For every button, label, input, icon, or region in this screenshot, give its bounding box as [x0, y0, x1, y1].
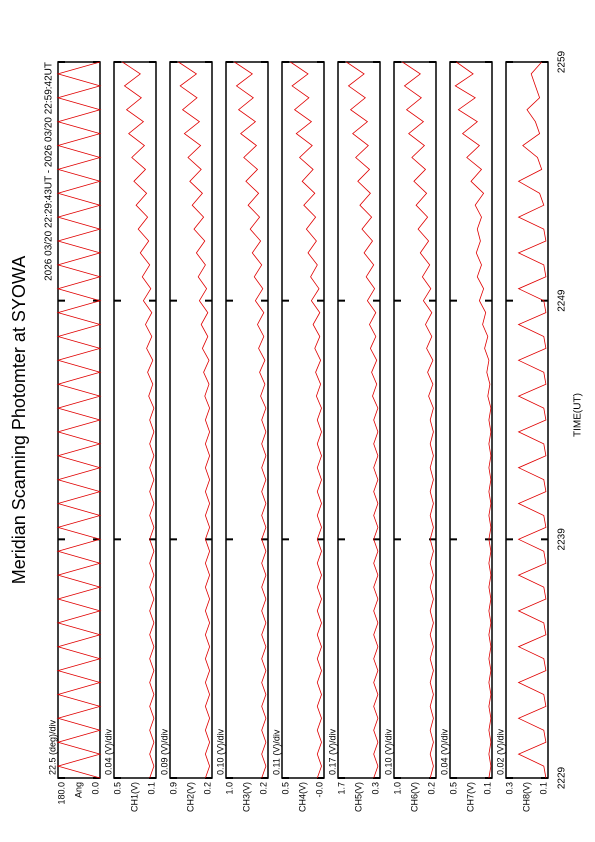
y-tick-label: 0.5 — [112, 782, 122, 795]
y-tick-label: 0.9 — [168, 782, 178, 795]
panel-scale: 0.11 (V)/div — [271, 729, 281, 775]
y-tick-label: 0.5 — [448, 782, 458, 795]
y-tick-label: 0.1 — [538, 782, 548, 795]
trace — [234, 61, 267, 779]
y-tick-label: 0.2 — [258, 782, 268, 795]
y-tick-label: 1.7 — [336, 782, 346, 795]
y-tick-label: 0.0 — [90, 782, 100, 795]
y-tick-label: 0.1 — [482, 782, 492, 795]
y-axis-label: CH1(V) — [129, 782, 139, 812]
panel-frame — [57, 61, 101, 779]
trace — [454, 61, 492, 779]
trace — [290, 61, 322, 779]
y-axis-label: CH7(V) — [465, 782, 475, 812]
panel-frame — [505, 61, 549, 779]
trace — [402, 61, 434, 779]
y-tick-label: 0.3 — [504, 782, 514, 795]
y-tick-label: 1.0 — [392, 782, 402, 795]
panel-frame — [393, 61, 437, 779]
panel-frame — [169, 61, 213, 779]
y-axis-label: CH5(V) — [353, 782, 363, 812]
trace — [346, 61, 379, 779]
x-tick-label: 2239 — [557, 528, 568, 551]
panel-frame — [225, 61, 269, 779]
x-tick-label: 2259 — [557, 50, 568, 73]
x-tick-label: 2249 — [557, 289, 568, 312]
panel-frame — [337, 61, 381, 779]
panel-scale: 0.09 (V)/div — [159, 728, 169, 775]
panel-frame — [281, 61, 325, 779]
chart-subtitle: 2026 03/20 22:29:43UT - 2026 03/20 22:59… — [44, 62, 55, 281]
y-tick-label: 0.5 — [280, 782, 290, 795]
y-tick-label: 0.1 — [146, 782, 156, 795]
x-tick-label: 2229 — [557, 766, 568, 789]
y-tick-label: 0.2 — [202, 782, 212, 795]
y-tick-label: 1.0 — [224, 782, 234, 795]
y-tick-label: 0.2 — [426, 782, 436, 795]
x-axis-label: TIME(UT) — [573, 393, 584, 437]
panel-scale: 0.10 (V)/div — [383, 728, 393, 775]
panel-frame — [449, 61, 493, 779]
panel-scale: 0.04 (V)/div — [103, 728, 113, 775]
chart-title: Meridian Scanning Photomter at SYOWA — [9, 256, 29, 584]
y-axis-label: CH2(V) — [185, 782, 195, 812]
y-axis-label: CH4(V) — [297, 782, 307, 812]
panel-scale: 0.02 (V)/div — [495, 728, 505, 775]
panel-scale: 0.10 (V)/div — [215, 728, 225, 775]
trace — [122, 61, 155, 779]
trace — [178, 61, 211, 779]
panel-scale: 0.17 (V)/div — [327, 728, 337, 775]
trace — [56, 61, 102, 779]
y-tick-label: 0.3 — [370, 782, 380, 795]
panel-scale: 0.04 (V)/div — [439, 728, 449, 775]
y-axis-label: Ang — [73, 782, 83, 798]
y-tick-label: 180.0 — [56, 782, 66, 805]
panel-scale: 22.5 (deg)/div — [47, 719, 57, 775]
trace — [517, 61, 547, 779]
panel-frame — [113, 61, 157, 779]
y-axis-label: CH3(V) — [241, 782, 251, 812]
y-axis-label: CH8(V) — [521, 782, 531, 812]
y-tick-label: -0.0 — [314, 782, 324, 798]
y-axis-label: CH6(V) — [409, 782, 419, 812]
